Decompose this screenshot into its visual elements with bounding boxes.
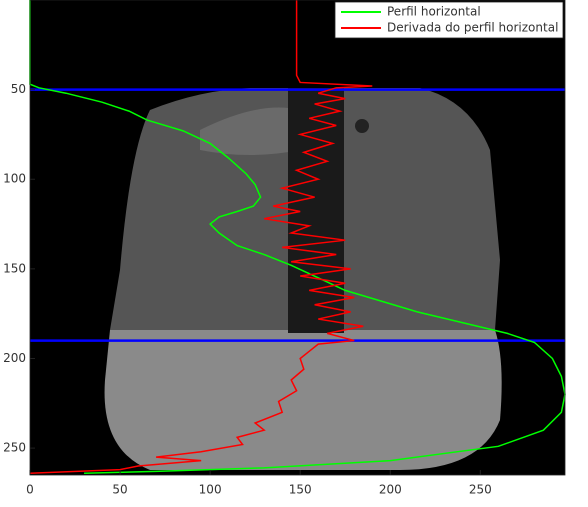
- x-tick-label: 100: [199, 483, 222, 497]
- x-tick-label: 0: [26, 483, 34, 497]
- x-tick-label: 250: [469, 483, 492, 497]
- y-tick-label: 250: [3, 441, 26, 455]
- axes-frame: [29, 0, 566, 476]
- legend-box: [334, 1, 564, 39]
- background-image: [30, 0, 565, 475]
- legend-label: Perfil horizontal: [387, 5, 481, 19]
- y-tick-label: 200: [3, 351, 26, 365]
- series-line: [29, 0, 566, 474]
- x-tick-label: 50: [112, 483, 127, 497]
- series-line: [29, 0, 373, 474]
- legend-label: Derivada do perfil horizontal: [387, 21, 558, 35]
- x-tick-label: 150: [289, 483, 312, 497]
- y-tick-label: 150: [3, 261, 26, 275]
- y-tick-label: 50: [11, 82, 26, 96]
- y-tick-label: 100: [3, 172, 26, 186]
- x-tick-label: 200: [379, 483, 402, 497]
